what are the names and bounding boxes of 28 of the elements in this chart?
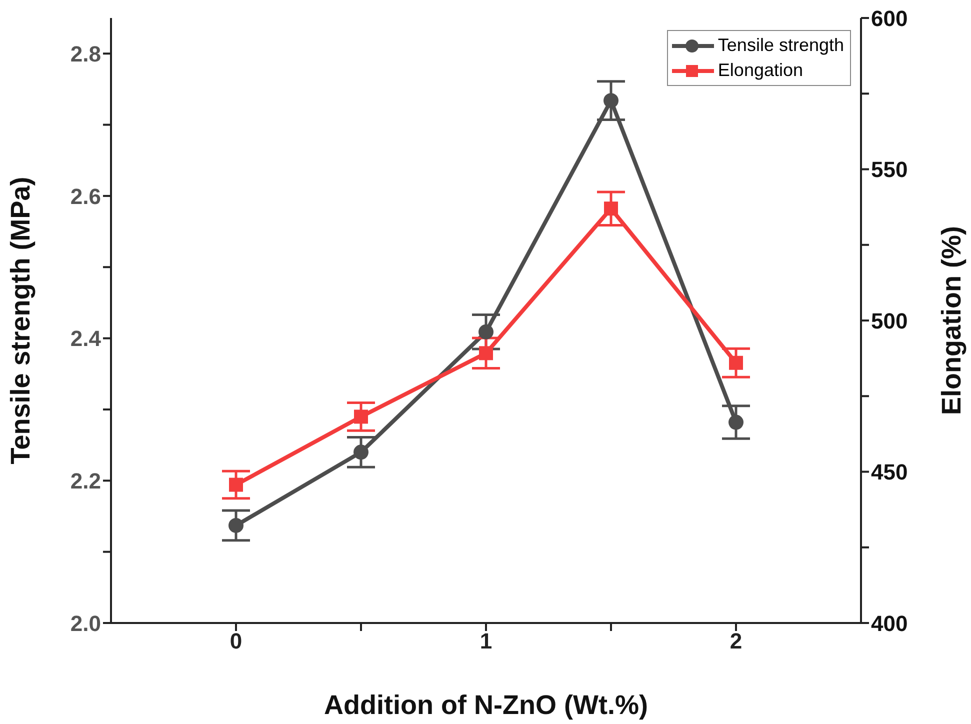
legend-label: Elongation [718,60,803,80]
x-tick-label: 1 [480,628,492,654]
point [228,518,244,533]
y-tick-label: 2.2 [70,468,101,494]
y-tick-label: 2.6 [70,184,101,209]
point [729,356,743,370]
y-tick-label: 2.4 [70,326,102,352]
x-tick-label: 2 [730,628,742,654]
y2-tick-label: 550 [871,157,908,182]
y2-tick-label: 500 [871,308,908,334]
y-tick-label: 2.8 [70,41,101,66]
y2-tick-label: 600 [871,6,908,31]
y-axis-title: Tensile strength (MPa) [6,176,36,464]
point [604,93,618,108]
x-tick-label: 0 [230,628,242,654]
x-axis-title: Addition of N-ZnO (Wt.%) [324,690,648,720]
y2-axis-title: Elongation (%) [936,226,967,415]
y-tick-label: 2.0 [70,610,101,636]
point [354,444,368,460]
point [229,478,243,492]
legend-label: Tensile strength [718,35,844,55]
point [604,202,618,216]
point [728,414,744,430]
y2-tick-label: 450 [871,460,908,485]
point [478,324,494,340]
y2-tick-label: 400 [871,610,908,636]
point [354,410,368,424]
point [479,346,493,360]
